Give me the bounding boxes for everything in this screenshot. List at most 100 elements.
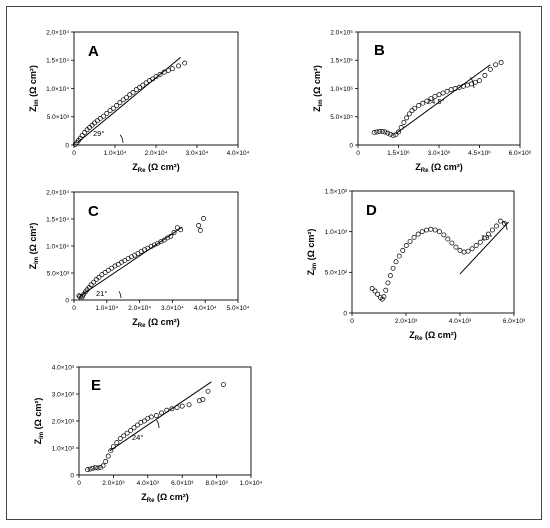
- data-point: [105, 453, 111, 459]
- x-tick-label: 4.0×10³: [449, 318, 472, 325]
- data-point: [393, 259, 399, 265]
- x-tick-label: 3.0×10⁴: [161, 305, 184, 312]
- data-point: [383, 287, 389, 293]
- data-point: [178, 227, 184, 233]
- chart-panel-a: 0 1.0×10⁴ 2.0×10⁴ 3.0×10⁴ 4.0×10⁴ 0 5.0×10³ 1.0…: [28, 29, 250, 174]
- y-axis-label: Zim (Ω cm²): [28, 223, 40, 270]
- y-tick-label: 1.0×10³: [52, 445, 75, 452]
- x-tick-label: 8.0×10³: [205, 480, 228, 487]
- data-point: [130, 90, 136, 95]
- data-point: [201, 216, 207, 221]
- data-point: [498, 60, 504, 65]
- data-point: [127, 92, 133, 98]
- y-axis-label: Zim (Ω cm²): [306, 229, 318, 276]
- data-point: [481, 235, 487, 241]
- data-point: [411, 234, 417, 240]
- x-tick-label: 3.0×10⁴: [186, 150, 209, 157]
- data-point: [385, 280, 391, 286]
- y-tick-label: 5.0×10³: [47, 114, 70, 121]
- y-tick-label: 2.0×10⁴: [46, 29, 69, 36]
- data-point: [182, 60, 188, 66]
- data-point: [133, 87, 139, 93]
- data-point: [444, 88, 450, 94]
- data-point: [420, 100, 426, 106]
- angle-label: 29°: [93, 129, 104, 138]
- data-point: [109, 265, 115, 271]
- x-tick-label: 1.0×10⁴: [104, 150, 127, 157]
- data-point: [477, 239, 483, 245]
- data-point: [131, 425, 137, 431]
- angle-label: 24°: [132, 433, 143, 442]
- x-axis-label: ZRe (Ω cm²): [141, 492, 188, 504]
- data-point: [110, 105, 116, 111]
- angle-label: 19°: [481, 233, 492, 242]
- data-point: [382, 129, 388, 135]
- data-point: [153, 413, 159, 419]
- data-point: [168, 233, 174, 239]
- y-tick-label: 2.0×10³: [52, 418, 75, 425]
- data-point: [122, 258, 128, 264]
- data-point: [393, 132, 399, 138]
- data-point: [99, 272, 105, 278]
- x-tick-label: 2.0×10³: [395, 318, 418, 325]
- data-point: [196, 223, 202, 228]
- angle-label: 21°: [96, 289, 107, 298]
- x-tick-label: 0: [356, 150, 360, 157]
- x-tick-label: 6.0×10⁶: [509, 150, 532, 157]
- angle-arc: [119, 134, 124, 144]
- y-axis-label: Zim (Ω cm²): [312, 65, 324, 112]
- data-point: [379, 296, 385, 302]
- data-point: [128, 428, 134, 433]
- data-point: [85, 467, 91, 473]
- data-point: [135, 422, 140, 428]
- data-point: [473, 243, 479, 248]
- y-tick-label: 1.0×10⁶: [330, 86, 353, 93]
- data-point: [374, 129, 380, 135]
- x-tick-label: 1.0×10⁴: [95, 305, 118, 312]
- data-point: [445, 236, 451, 242]
- x-tick-label: 4.0×10⁴: [194, 305, 217, 312]
- data-point: [161, 237, 167, 243]
- y-tick-label: 0: [65, 297, 69, 304]
- y-tick-label: 1.5×10⁴: [46, 58, 69, 65]
- data-point: [485, 231, 491, 237]
- fit-line: [77, 57, 181, 143]
- x-tick-label: 0: [350, 318, 354, 325]
- y-tick-label: 1.5×10⁶: [330, 58, 353, 65]
- data-point: [72, 141, 78, 147]
- data-point: [469, 246, 475, 252]
- data-point: [96, 274, 102, 280]
- data-point: [98, 464, 103, 470]
- x-tick-label: 2.0×10³: [102, 480, 125, 487]
- data-point: [103, 459, 109, 464]
- data-point: [100, 463, 106, 469]
- data-point: [424, 227, 429, 233]
- y-tick-label: 5.0×10³: [47, 270, 70, 277]
- data-point: [494, 223, 499, 229]
- data-point: [416, 102, 422, 108]
- data-point: [412, 105, 418, 111]
- data-point: [164, 407, 170, 413]
- data-point: [95, 465, 101, 471]
- x-tick-label: 3.0×10⁶: [428, 150, 451, 157]
- chart-panel-e: 0 2.0×10³ 4.0×10³ 6.0×10³ 8.0×10³ 1.0×10⁴ 0 1.0…: [33, 364, 263, 504]
- data-point: [381, 294, 387, 300]
- data-point: [409, 108, 415, 113]
- data-point: [79, 132, 85, 138]
- data-point: [396, 253, 402, 259]
- y-tick-label: 1.0×10⁴: [46, 243, 69, 250]
- angle-arc: [502, 220, 508, 231]
- x-tick-label: 0: [77, 480, 81, 487]
- data-point: [465, 248, 471, 254]
- y-tick-label: 1.0×10⁴: [46, 86, 69, 93]
- data-point: [169, 406, 175, 412]
- data-point: [124, 95, 129, 100]
- data-point: [117, 436, 123, 441]
- data-point: [87, 125, 93, 130]
- data-point: [87, 466, 93, 472]
- chart-panel-c: 0 1.0×10⁴ 2.0×10⁴ 3.0×10⁴ 4.0×10⁴ 5.0×10⁴ 0 5.0…: [28, 189, 250, 329]
- panel-label: E: [91, 377, 101, 394]
- data-point: [415, 231, 421, 237]
- data-point: [89, 122, 95, 128]
- data-point: [114, 102, 120, 108]
